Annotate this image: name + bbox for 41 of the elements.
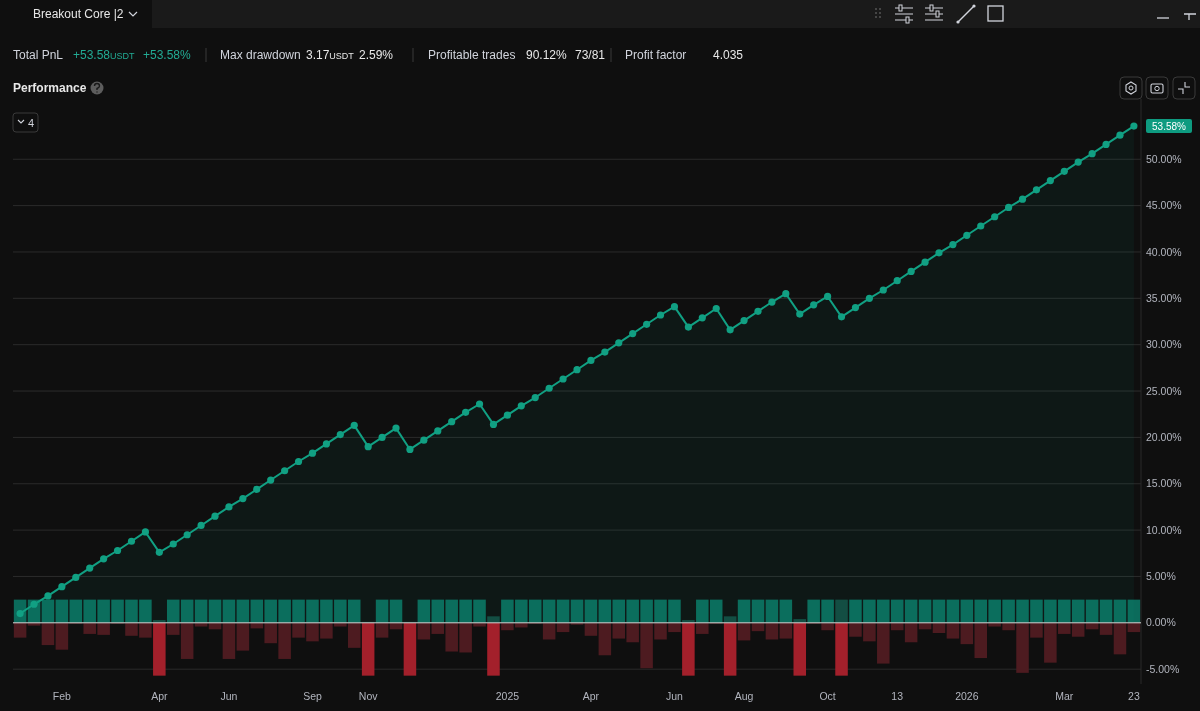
x-tick-label: Apr [582,690,600,702]
y-tick-label: 30.00% [1146,338,1182,351]
text: Max drawdown [220,48,301,62]
text: +53.58USDT [73,48,136,62]
text: Total PnL [13,48,64,62]
text: +53.58% [143,48,192,62]
y-tick-label: -5.00% [1146,662,1180,675]
annotation: 4 [28,117,35,129]
text: 4.035 [713,48,744,62]
y-tick-label: 15.00% [1146,477,1182,490]
y-tick-label: 0.00% [1146,616,1176,629]
text: Profitable trades [428,48,516,62]
annotation: 53.58% [1152,120,1187,132]
y-tick-label: 5.00% [1146,570,1176,583]
y-tick-label: 50.00% [1146,152,1182,165]
text: 3.17USDT [306,48,355,62]
x-tick-label: Feb [52,690,72,702]
text: 2.59% [359,48,394,62]
x-tick-label: Apr [151,690,168,702]
x-tick-label: Jun [220,690,238,702]
chart-subtitle: Performance [13,81,87,95]
x-tick-label: 2025 [495,690,520,702]
x-tick-label: Jun [665,690,684,702]
text: Profit factor [625,48,687,62]
text: 73/81 [575,48,606,62]
x-tick-label: Mar [1055,690,1074,702]
x-tick-label: Sep [303,690,322,702]
y-tick-label: 25.00% [1146,384,1182,397]
y-tick-label: 20.00% [1146,431,1182,444]
x-tick-label: Nov [358,690,379,702]
x-tick-label: 13 [891,690,904,702]
x-tick-label: 2026 [955,690,979,702]
y-tick-label: 40.00% [1146,245,1182,258]
y-tick-label: 35.00% [1146,292,1182,304]
chart-title: Breakout Core |2 [33,7,124,21]
text: 90.12% [526,48,568,62]
y-tick-label: 45.00% [1146,199,1182,212]
x-tick-label: Oct [819,690,836,702]
x-tick-label: 23 [1128,690,1140,702]
x-tick-label: Aug [734,690,754,702]
y-tick-label: 10.00% [1146,523,1182,536]
